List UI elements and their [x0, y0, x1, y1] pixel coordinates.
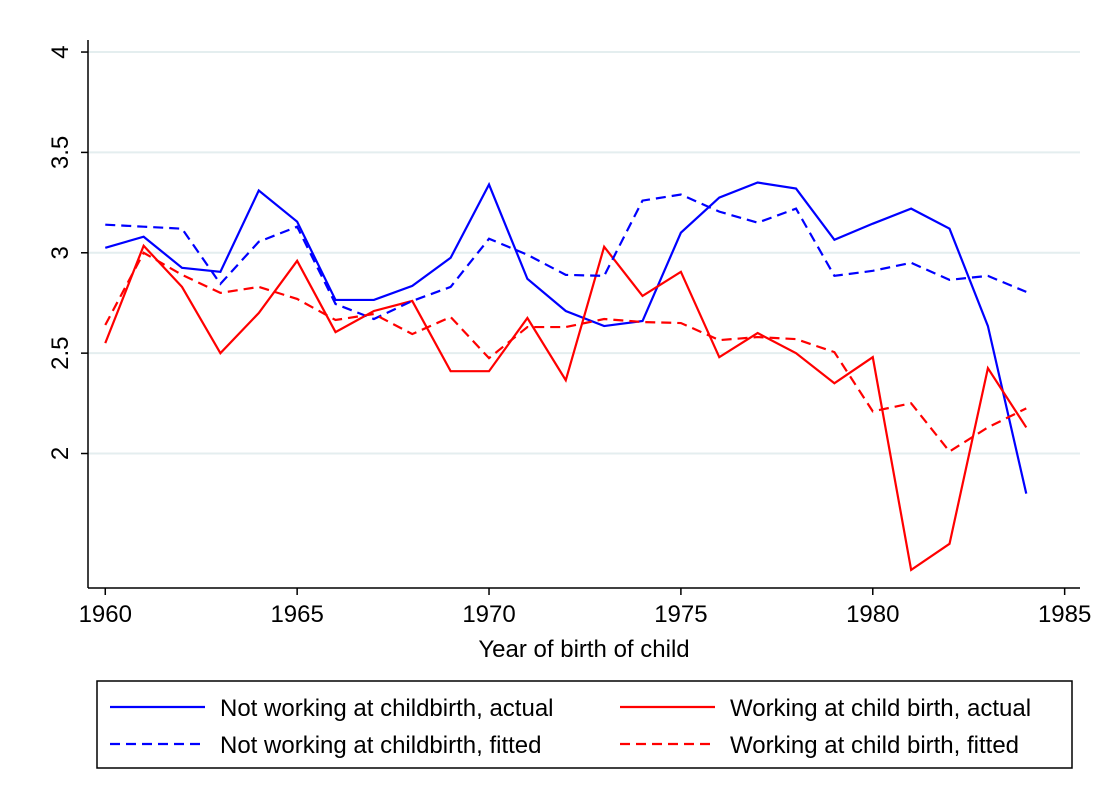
- series-line: [104, 243, 1028, 572]
- x-tick-label: 1965: [270, 601, 323, 628]
- x-tick-label: 1980: [846, 601, 899, 628]
- series-line: [104, 251, 1027, 453]
- y-tick-label: 3: [47, 246, 74, 259]
- x-tick-label: 1970: [462, 601, 515, 628]
- legend-label: Not working at childbirth, fitted: [220, 732, 541, 759]
- y-tick-label: 3.5: [47, 136, 74, 169]
- series-line: [105, 193, 1027, 321]
- y-tick-label: 2.5: [47, 336, 74, 369]
- x-tick-label: 1960: [79, 601, 132, 628]
- legend-label: Not working at childbirth, actual: [220, 695, 554, 722]
- series-line: [104, 181, 1028, 494]
- legend-label: Working at child birth, fitted: [730, 732, 1019, 759]
- legend-box: [96, 680, 1073, 769]
- y-tick-label: 2: [47, 447, 74, 460]
- y-tick-label: 4: [47, 45, 74, 58]
- legend-label: Working at child birth, actual: [730, 695, 1031, 722]
- x-tick-label: 1985: [1038, 601, 1091, 628]
- x-axis-label: Year of birth of child: [478, 636, 689, 663]
- x-tick-label: 1975: [654, 601, 707, 628]
